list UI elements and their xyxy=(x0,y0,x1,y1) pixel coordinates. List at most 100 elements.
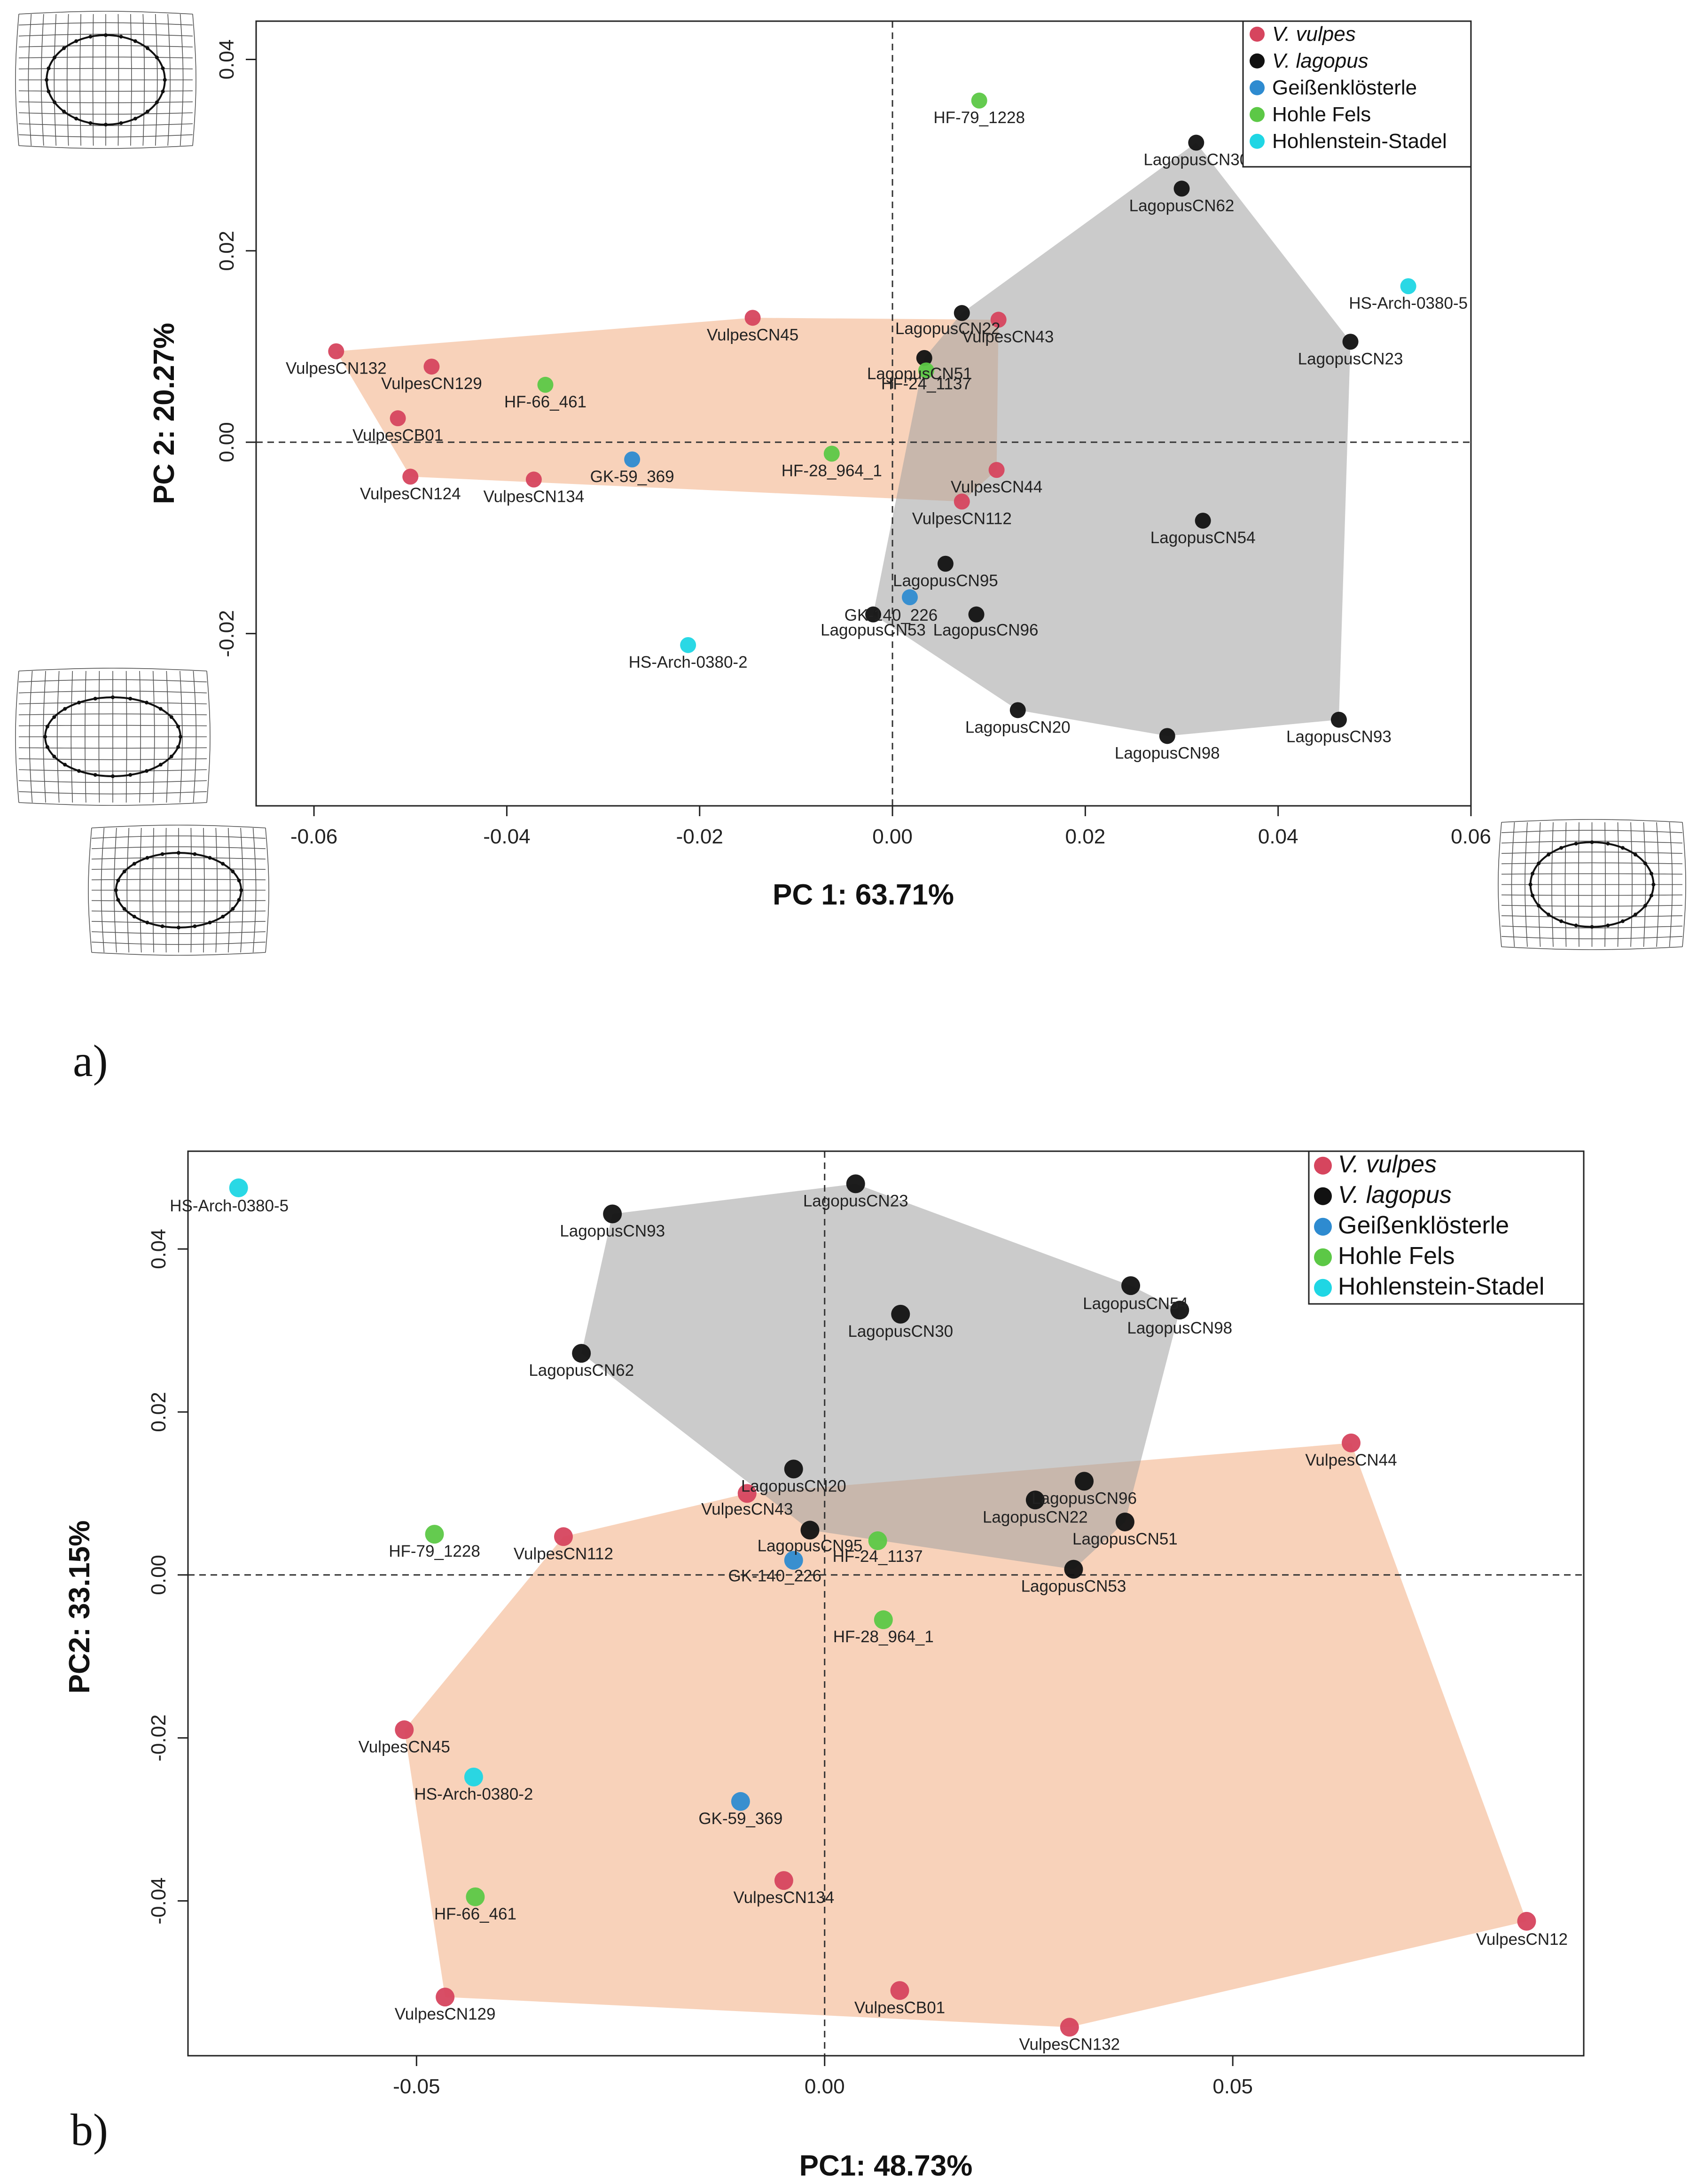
legend-swatch-lagopus xyxy=(1250,53,1265,69)
panel-a-label: a) xyxy=(73,1036,108,1086)
y-tick-label: 0.02 xyxy=(147,1392,170,1432)
point-VulpesCN112 xyxy=(954,493,970,510)
point-LagopusCN30 xyxy=(891,1304,910,1324)
point-label: HF-24_1137 xyxy=(881,374,971,393)
y-tick-label: 0.04 xyxy=(215,39,238,80)
point-HS-Arch-0380-2 xyxy=(464,1767,483,1786)
legend-entry: Hohle Fels xyxy=(1338,1242,1455,1270)
x-tick-label: 0.02 xyxy=(1065,825,1106,848)
point-VulpesCN132 xyxy=(328,343,344,359)
point-label: VulpesCB01 xyxy=(352,426,443,445)
y-tick-label: 0.00 xyxy=(147,1555,170,1595)
point-label: LagopusCN98 xyxy=(1115,744,1220,762)
point-HF-24_1137 xyxy=(868,1531,887,1550)
point-label: LagopusCN53 xyxy=(1021,1577,1126,1596)
point-label: VulpesCN44 xyxy=(1305,1451,1397,1469)
point-label: VulpesCN45 xyxy=(707,326,798,344)
plot-frame xyxy=(255,20,1472,807)
point-LagopusCN20 xyxy=(784,1459,803,1479)
point-label: LagopusCN93 xyxy=(1286,728,1392,746)
point-label: VulpesCN129 xyxy=(395,2005,496,2023)
y-tick-label: -0.02 xyxy=(215,610,238,657)
x-tick-label: -0.04 xyxy=(483,825,530,848)
legend-swatch-hohlenstein xyxy=(1250,133,1265,149)
point-label: LagopusCN23 xyxy=(803,1192,908,1210)
plot-frame xyxy=(187,1150,1585,2057)
point-label: VulpesCN132 xyxy=(1019,2035,1120,2053)
y-tick-label: 0.00 xyxy=(215,422,238,462)
deformation-grid-icon xyxy=(15,668,211,806)
point-VulpesCN45 xyxy=(395,1720,414,1739)
point-GK-59_369 xyxy=(731,1792,750,1811)
point-label: HF-24_1137 xyxy=(833,1547,923,1566)
point-label: VulpesCN43 xyxy=(701,1500,793,1518)
legend-swatch-geissen xyxy=(1314,1217,1332,1236)
legend-entry: V. vulpes xyxy=(1338,1151,1437,1178)
legend-swatch-vulpes xyxy=(1314,1156,1332,1175)
x-tick-label: 0.05 xyxy=(1212,2075,1253,2098)
point-VulpesCN134 xyxy=(774,1871,793,1890)
x-tick-label: 0.00 xyxy=(872,825,913,848)
point-LagopusCN51 xyxy=(916,350,932,366)
point-LagopusCN95 xyxy=(937,555,954,572)
point-label: LagopusCN23 xyxy=(1298,350,1403,368)
point-label: VulpesCN43 xyxy=(962,328,1054,346)
point-label: LagopusCN62 xyxy=(529,1361,634,1380)
point-VulpesCN129 xyxy=(423,359,440,375)
panel-b-label: b) xyxy=(70,2105,108,2155)
point-LagopusCN20 xyxy=(1009,702,1026,718)
point-label: HF-79_1228 xyxy=(389,1542,480,1560)
point-label: VulpesCB01 xyxy=(854,1998,945,2017)
point-HF-28_964_1 xyxy=(874,1610,893,1630)
point-label: VulpesCN124 xyxy=(360,484,461,503)
point-GK-59_369 xyxy=(624,451,641,468)
point-label: LagopusCN96 xyxy=(933,621,1039,640)
legend-entry: Hohlenstein-Stadel xyxy=(1338,1273,1544,1300)
point-LagopusCN93 xyxy=(1330,711,1347,728)
point-label: HF-66_461 xyxy=(434,1905,516,1923)
legend-swatch-vulpes xyxy=(1250,26,1265,42)
point-label: HF-28_964_1 xyxy=(782,462,882,480)
point-HS-Arch-0380-2 xyxy=(680,637,696,653)
point-VulpesCN124 xyxy=(402,468,419,485)
x-tick-label: -0.06 xyxy=(290,825,337,848)
point-label: GK-140_226 xyxy=(845,606,938,624)
point-label: HS-Arch-0380-5 xyxy=(170,1197,289,1215)
y-axis-title: PC 2: 20.27% xyxy=(148,323,180,504)
point-label: LagopusCN62 xyxy=(1129,196,1235,215)
point-VulpesCN129 xyxy=(436,1988,455,2007)
point-LagopusCN54 xyxy=(1195,513,1211,529)
point-LagopusCN51 xyxy=(1115,1513,1134,1532)
point-LagopusCN62 xyxy=(1173,180,1190,197)
point-label: LagopusCN22 xyxy=(895,320,1001,338)
point-VulpesCB01 xyxy=(390,410,406,427)
point-HS-Arch-0380-5 xyxy=(229,1178,248,1198)
point-label: VulpesCN112 xyxy=(514,1544,613,1563)
point-label: VulpesCN134 xyxy=(484,488,585,506)
legend-box xyxy=(1308,1150,1585,1305)
point-label: HF-79_1228 xyxy=(933,109,1025,127)
point-LagopusCN22 xyxy=(954,305,970,321)
legend-entry: Hohle Fels xyxy=(1272,103,1371,126)
point-LagopusCN98 xyxy=(1170,1301,1189,1320)
point-VulpesCN44 xyxy=(988,462,1005,478)
point-label: LagopusCN95 xyxy=(893,572,998,590)
point-label: VulpesCN134 xyxy=(734,1888,835,1907)
point-label: VulpesCN132 xyxy=(286,359,387,378)
point-HF-66_461 xyxy=(466,1887,485,1906)
y-tick-label: 0.02 xyxy=(215,231,238,271)
legend: V. vulpes V. lagopus Geißenklösterle Hohle … xyxy=(1308,1150,1585,1305)
x-tick-label: 0.04 xyxy=(1258,825,1298,848)
y-tick-label: -0.04 xyxy=(147,1877,170,1924)
point-LagopusCN98 xyxy=(1159,728,1175,744)
deformation-grid-icon xyxy=(88,825,269,956)
legend: V. vulpes V. lagopus Geißenklösterle Hohle … xyxy=(1242,20,1472,168)
point-GK-140_226 xyxy=(784,1551,803,1570)
legend-swatch-hohlenstein xyxy=(1314,1279,1332,1297)
legend-entry: Geißenklösterle xyxy=(1338,1212,1509,1239)
point-GK-140_226 xyxy=(901,589,918,606)
point-LagopusCN95 xyxy=(800,1521,820,1540)
point-label: LagopusCN51 xyxy=(867,365,972,383)
